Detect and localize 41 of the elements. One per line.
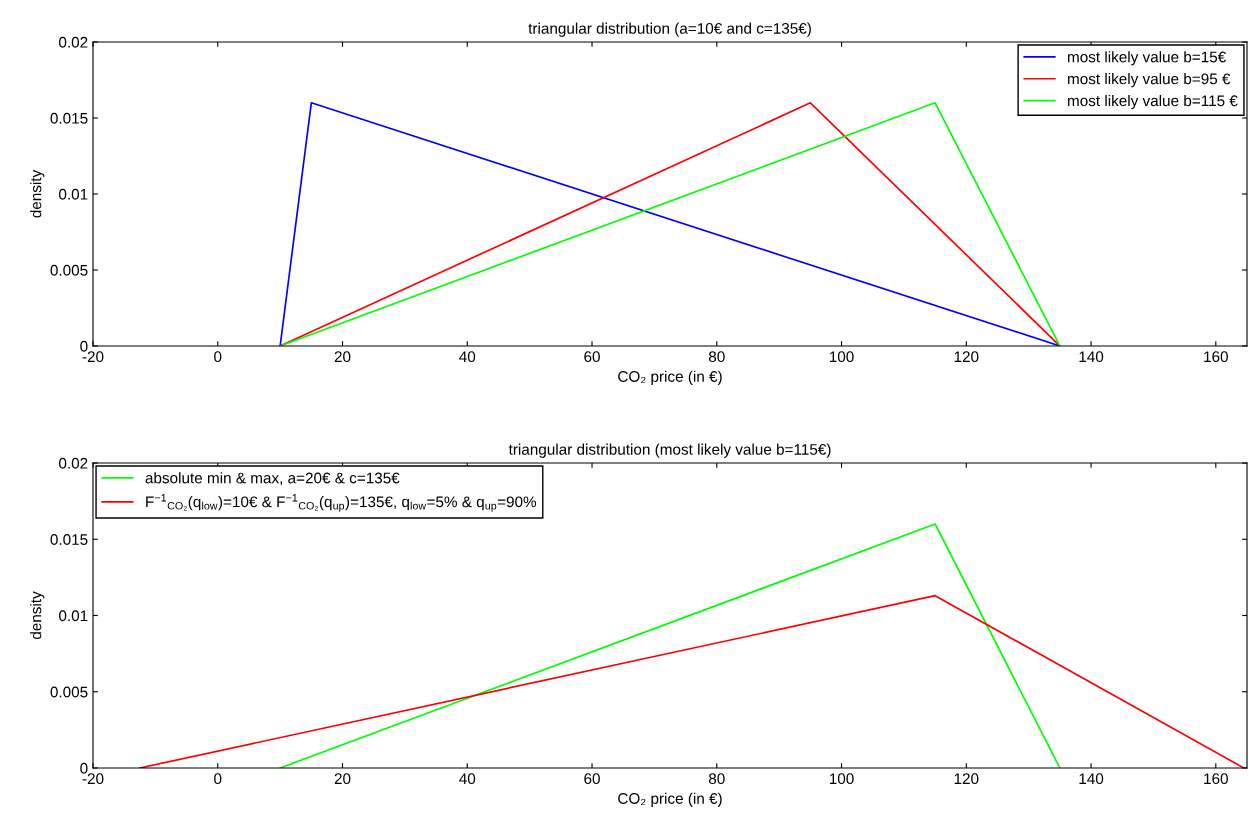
y-axis-title: density (30, 591, 45, 640)
legend-label: most likely value b=115 € (1068, 94, 1238, 110)
x-tick-label: 0 (214, 773, 222, 785)
x-tick-label: 60 (584, 773, 600, 785)
x-tick-label: 100 (829, 773, 854, 785)
y-tick-label: 0.01 (59, 610, 88, 622)
x-tick-label: 80 (708, 773, 725, 785)
x-tick-label: 140 (1079, 351, 1104, 363)
y-tick-label: 0 (80, 762, 88, 774)
x-tick-label: -20 (82, 351, 104, 363)
legend-label: most likely value b=15€ (1068, 51, 1227, 66)
x-tick-label: 40 (459, 351, 476, 363)
x-tick-label: 40 (459, 773, 476, 785)
x-tick-label: 120 (954, 773, 979, 785)
legend-label: most likely value b=95 € (1068, 73, 1231, 88)
chart-title: triangular distribution (a=10€ and c=135€) (528, 22, 811, 37)
y-tick-label: 0.005 (50, 264, 88, 276)
y-tick-label: 0.02 (59, 36, 88, 48)
x-tick-label: 80 (708, 351, 725, 363)
x-tick-label: -20 (82, 773, 104, 785)
x-tick-label: 160 (1204, 351, 1228, 363)
y-tick-label: 0 (80, 340, 88, 352)
y-tick-label: 0.005 (50, 686, 88, 698)
x-tick-label: 120 (954, 351, 979, 363)
y-axis-title: density (30, 169, 45, 218)
legend-label: absolute min & max, a=20€ & c=135€ (145, 472, 400, 486)
x-axis-title: CO₂ price (in €) (618, 792, 722, 807)
x-tick-label: 160 (1204, 773, 1228, 785)
x-tick-label: 140 (1079, 773, 1104, 785)
y-tick-label: 0.02 (59, 457, 88, 469)
x-tick-label: 100 (829, 351, 854, 363)
y-tick-label: 0.015 (50, 112, 88, 124)
x-tick-label: 60 (584, 351, 600, 363)
x-tick-label: 20 (334, 773, 351, 785)
x-tick-label: 0 (214, 351, 222, 363)
text: F$^{−1}$$_{CO₂}$(q$_{low}$)=10€ & F$^{−1}$$_{CO₂}$(q$_{up}$)=135€, q$_{low}$=5% & q$_{up}$=90% (146, 494, 537, 512)
y-tick-label: 0.01 (59, 188, 88, 200)
x-tick-label: 20 (334, 351, 351, 363)
y-tick-label: 0.015 (50, 534, 88, 545)
chart-title: triangular distribution (most likely value b=115€) (508, 443, 831, 458)
x-axis-title: CO₂ price (in €) (618, 370, 722, 385)
